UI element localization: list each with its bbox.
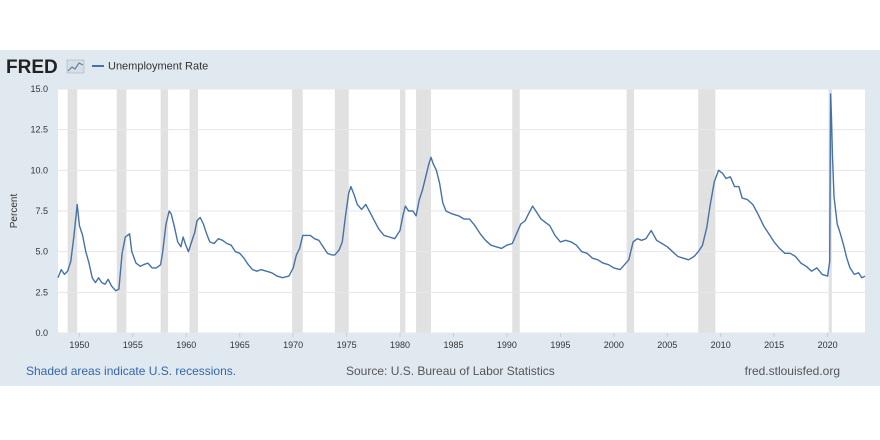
x-tick-label: 1955 — [123, 340, 143, 350]
gridlines — [58, 88, 865, 334]
series-line-unemployment-rate — [57, 93, 866, 292]
y-tick-label: 12.5 — [30, 125, 48, 135]
x-tick-label: 1950 — [69, 340, 89, 350]
x-tick-label: 2020 — [818, 340, 838, 350]
legend-label: Unemployment Rate — [108, 61, 208, 73]
y-tick-label: 7.5 — [35, 206, 48, 216]
x-tick-label: 1970 — [283, 340, 303, 350]
series-layer — [57, 93, 866, 292]
x-tick-label: 1960 — [176, 340, 196, 350]
x-tick-label: 2005 — [657, 340, 677, 350]
y-tick-label: 15.0 — [30, 84, 48, 94]
fred-logo[interactable]: FRED — [6, 57, 85, 78]
x-tick-label: 2015 — [764, 340, 784, 350]
y-tick-label: 2.5 — [35, 287, 48, 297]
y-tick-label: 10.0 — [30, 165, 48, 175]
x-tick-label: 1985 — [443, 340, 463, 350]
x-tick-label: 2010 — [711, 340, 731, 350]
x-tick-label: 2000 — [604, 340, 624, 350]
x-tick-label: 1995 — [550, 340, 570, 350]
x-tick-label: 1975 — [337, 340, 357, 350]
y-tick-label: 5.0 — [35, 247, 48, 257]
source-note: Source: U.S. Bureau of Labor Statistics — [346, 364, 555, 378]
fred-site-link[interactable]: fred.stlouisfed.org — [744, 364, 840, 378]
x-tick-label: 1965 — [230, 340, 250, 350]
fred-graph-icon — [66, 59, 85, 74]
y-tick-label: 0.0 — [35, 328, 48, 338]
x-tick-label: 1990 — [497, 340, 517, 350]
x-axis-ticks: 1950 1955 1960 1965 1970 1975 1980 1985 1990 1995… — [69, 333, 838, 350]
y-axis-ticks: 0.0 2.5 5.0 7.5 10.0 12.5 15.0 — [30, 84, 48, 338]
y-axis-label: Percent — [9, 194, 20, 229]
recession-note-link[interactable]: Shaded areas indicate U.S. recessions. — [26, 364, 237, 378]
x-tick-label: 1980 — [390, 340, 410, 350]
fred-logo-text: FRED — [6, 57, 58, 78]
